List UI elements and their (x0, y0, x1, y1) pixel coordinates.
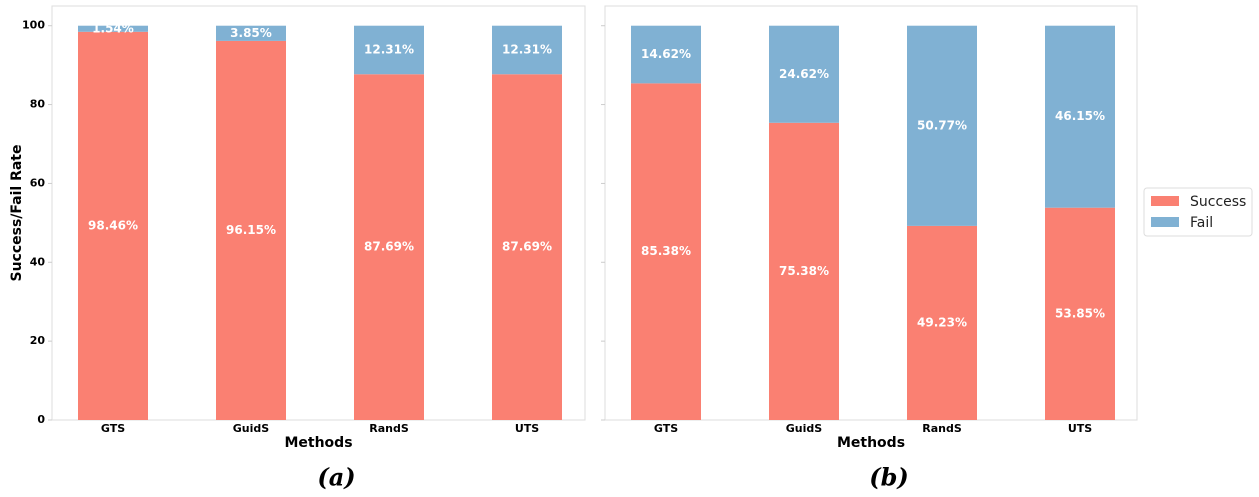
legend-swatch (1151, 196, 1179, 206)
bar-segment: Success (78, 31, 148, 420)
bar-segment: Success (492, 74, 562, 420)
bar-segment (907, 225, 977, 420)
value-label: 14.62% (641, 47, 691, 61)
value-label: 12.31% (364, 42, 414, 56)
y-tick-label: 0 (37, 413, 45, 426)
bar-segment (769, 122, 839, 421)
x-tick-label: GuidS (233, 422, 270, 435)
bar-segment: Fail (216, 25, 286, 41)
x-tick-label: UTS (1068, 422, 1092, 435)
x-axis-label: Methods (284, 435, 352, 451)
y-tick-label: 80 (30, 98, 46, 111)
y-tick-label: 40 (30, 255, 46, 268)
y-tick-label: 60 (30, 176, 46, 189)
value-label: 46.15% (1055, 109, 1105, 123)
value-label: 50.77% (917, 118, 967, 132)
legend-label: Fail (1190, 215, 1213, 231)
value-label: 75.38% (779, 264, 829, 278)
bar-segment: Fail (492, 25, 562, 75)
plot-frame (51, 5, 586, 421)
y-axis-label: Success/Fail Rate (9, 145, 25, 282)
value-label: 53.85% (1055, 306, 1105, 320)
bar-segment: Success (216, 40, 286, 420)
value-label: 1.54% (92, 21, 134, 35)
x-axis-label: Methods (837, 435, 905, 451)
value-label: 12.31% (502, 42, 552, 56)
bar-segment: Fail (78, 25, 148, 32)
value-label: 85.38% (641, 244, 691, 258)
x-tick-label: UTS (515, 422, 539, 435)
value-label: 24.62% (779, 67, 829, 81)
value-label: 96.15% (226, 223, 276, 237)
value-label: 3.85% (230, 26, 272, 40)
bar-segment (769, 25, 839, 123)
y-tick-label: 20 (30, 334, 46, 347)
value-label: 98.46% (88, 218, 138, 232)
x-tick-label: GTS (101, 422, 125, 435)
y-tick-label: 100 (22, 19, 45, 32)
value-label: 49.23% (917, 315, 967, 329)
legend-label: Success (1190, 194, 1246, 210)
bar-segment (631, 83, 701, 420)
x-tick-label: RandS (922, 422, 962, 435)
bar-segment (631, 25, 701, 84)
caption: (b) (869, 463, 909, 492)
bar-segment: Success (354, 74, 424, 420)
x-tick-label: RandS (369, 422, 409, 435)
caption: (a) (317, 463, 355, 492)
bar-segment (1045, 207, 1115, 420)
value-label: 87.69% (364, 240, 414, 254)
bar-segment: Fail (354, 25, 424, 75)
bar-segment (907, 25, 977, 226)
bar-segment (1045, 25, 1115, 208)
value-label: 87.69% (502, 240, 552, 254)
legend-swatch (1151, 217, 1179, 227)
x-tick-label: GTS (654, 422, 678, 435)
plot-frame (604, 5, 1138, 421)
x-tick-label: GuidS (786, 422, 823, 435)
